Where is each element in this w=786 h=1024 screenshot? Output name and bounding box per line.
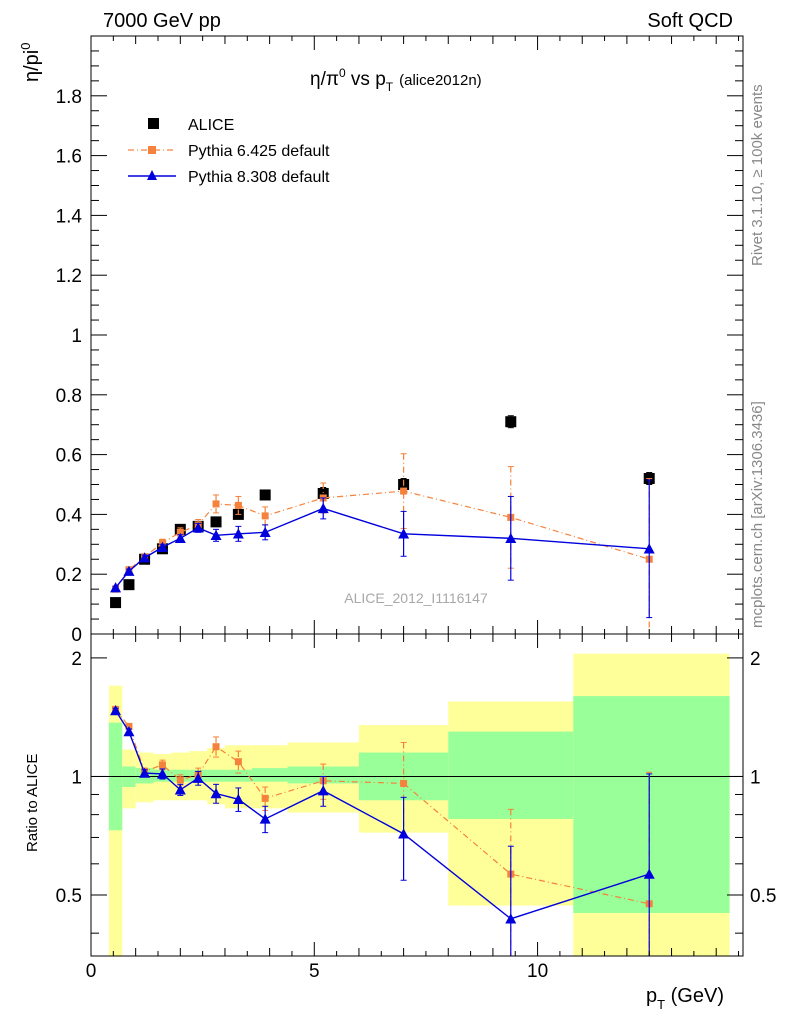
ratio-pythia8-point-4 bbox=[174, 784, 186, 795]
pythia8-point-7 bbox=[232, 528, 244, 539]
pythia8-point-8 bbox=[259, 526, 271, 538]
ratio-pythia6-point-6 bbox=[212, 743, 220, 751]
main-y-tick-label-8: 1.6 bbox=[56, 147, 82, 168]
legend-label-pythia6: Pythia 6.425 default bbox=[188, 143, 330, 160]
pythia6-point-4 bbox=[176, 528, 184, 536]
legend-marker-alice bbox=[148, 118, 159, 129]
ratio-pythia8-point-5 bbox=[192, 772, 204, 783]
main-y-tick-label-5: 1 bbox=[71, 326, 82, 347]
pythia6-point-7 bbox=[234, 501, 242, 509]
band-inner-9 bbox=[287, 766, 359, 784]
ratio-pythia8-point-9 bbox=[317, 785, 329, 796]
main-y-tick-label-0: 0 bbox=[71, 625, 82, 646]
ratio-bands bbox=[108, 653, 730, 956]
ratio-pythia8-point-11 bbox=[505, 913, 517, 924]
ratio-pythia8-point-3 bbox=[156, 768, 168, 779]
main-y-tick-label-6: 1.2 bbox=[56, 266, 82, 287]
side-text-rivet: Rivet 3.1.10, ≥ 100k events bbox=[749, 84, 766, 266]
pythia8-point-9 bbox=[317, 502, 329, 514]
pythia8-point-10 bbox=[398, 528, 410, 539]
ratio-y-tick-label-left-2: 2 bbox=[71, 649, 82, 670]
pythia8-point-11 bbox=[505, 532, 517, 543]
pythia8-line bbox=[115, 507, 650, 589]
ratio-pythia6-point-3 bbox=[158, 761, 166, 769]
legend-marker-pythia8 bbox=[147, 170, 157, 180]
side-text-mcplots: mcplots.cern.ch [arXiv:1306.3436] bbox=[749, 401, 766, 628]
ratio-pythia8-point-12 bbox=[643, 868, 655, 879]
x-tick-labels: 0 5 10 bbox=[86, 961, 548, 982]
pythia8-point-0 bbox=[110, 582, 122, 593]
main-y-tick-labels: 0 0.2 0.4 0.6 0.8 1 1.2 1.4 1.6 1.8 bbox=[56, 87, 83, 646]
pythia6-point-6 bbox=[212, 500, 220, 508]
watermark: ALICE_2012_I1116147 bbox=[344, 590, 488, 606]
ratio-pythia6-point-4 bbox=[176, 776, 184, 784]
header-left: 7000 GeV pp bbox=[103, 10, 221, 32]
band-inner-12 bbox=[573, 696, 730, 914]
ratio-pythia8-point-7 bbox=[232, 793, 244, 804]
pythia8-point-1 bbox=[123, 565, 135, 576]
y-axis-label-bottom: Ratio to ALICE bbox=[24, 754, 41, 852]
chart-title: η/π0 vs pT (alice2012n) bbox=[310, 66, 482, 94]
pythia6-point-8 bbox=[261, 512, 269, 520]
legend: ALICE Pythia 6.425 default Pythia 8.308 … bbox=[128, 117, 330, 186]
alice-point-9 bbox=[317, 487, 329, 499]
ratio-pythia8-point-0 bbox=[110, 705, 122, 716]
x-tick-label-10: 10 bbox=[527, 961, 548, 982]
ratio-pythia8-point-10 bbox=[398, 828, 410, 839]
ratio-y-tick-label-right-1: 1 bbox=[750, 767, 761, 788]
pythia8-point-2 bbox=[139, 552, 151, 563]
ratio-pythia6-point-10 bbox=[400, 779, 408, 787]
legend-label-pythia8: Pythia 8.308 default bbox=[188, 169, 330, 186]
ratio-y-tick-label-right-2: 2 bbox=[750, 649, 761, 670]
alice-point-6 bbox=[210, 516, 222, 528]
main-panel: 0 0.2 0.4 0.6 0.8 1 1.2 1.4 1.6 1.8 bbox=[56, 35, 744, 646]
pythia8-point-12 bbox=[643, 543, 655, 554]
pythia6-point-10 bbox=[400, 487, 408, 495]
y-axis-label-top: η/pi0 bbox=[18, 43, 43, 82]
ratio-pythia8-point-6 bbox=[210, 788, 222, 799]
band-inner-11 bbox=[448, 731, 574, 819]
band-inner-7 bbox=[224, 769, 252, 782]
alice-point-8 bbox=[259, 489, 271, 501]
pythia8-point-6 bbox=[210, 529, 222, 541]
pythia8-point-4 bbox=[174, 532, 186, 543]
main-y-tick-label-2: 0.4 bbox=[56, 505, 83, 526]
x-axis-label: pT (GeV) bbox=[646, 985, 724, 1012]
alice-point-0 bbox=[110, 597, 122, 609]
ratio-pythia8-point-1 bbox=[123, 726, 135, 737]
ratio-y-tick-label-left-0: 0.5 bbox=[56, 886, 82, 907]
band-inner-6 bbox=[207, 769, 225, 782]
ratio-y-tick-label-left-1: 1 bbox=[71, 767, 82, 788]
header-right: Soft QCD bbox=[647, 10, 733, 32]
main-marks bbox=[110, 415, 655, 635]
ratio-pythia8-point-2 bbox=[139, 767, 151, 778]
pythia8-point-3 bbox=[156, 541, 168, 552]
main-y-tick-label-4: 0.8 bbox=[56, 386, 82, 407]
ratio-y-tick-label-right-0: 0.5 bbox=[750, 886, 776, 907]
ratio-marks bbox=[110, 705, 655, 957]
ratio-ticks bbox=[90, 634, 743, 956]
alice-point-11 bbox=[505, 416, 517, 428]
ratio-y-tick-labels: 0.5 0.5 1 1 2 2 bbox=[56, 649, 777, 907]
ratio-panel: 0.5 0.5 1 1 2 2 bbox=[56, 633, 777, 957]
alice-point-1 bbox=[123, 579, 135, 591]
main-y-tick-label-1: 0.2 bbox=[56, 565, 82, 586]
pythia8-point-5 bbox=[192, 522, 204, 533]
legend-label-alice: ALICE bbox=[188, 117, 234, 134]
band-inner-8 bbox=[251, 768, 288, 782]
main-y-tick-label-3: 0.6 bbox=[56, 446, 82, 467]
pythia6-line bbox=[115, 490, 650, 590]
x-tick-label-5: 5 bbox=[309, 961, 320, 982]
main-y-tick-label-7: 1.4 bbox=[56, 206, 83, 227]
x-tick-label-0: 0 bbox=[86, 961, 97, 982]
ratio-pythia8-point-8 bbox=[259, 813, 271, 824]
legend-marker-pythia6 bbox=[148, 146, 156, 154]
ratio-frame bbox=[90, 633, 744, 957]
ratio-pythia6-point-8 bbox=[261, 794, 269, 802]
main-y-tick-label-9: 1.8 bbox=[56, 87, 82, 108]
ratio-pythia6-point-7 bbox=[234, 758, 242, 766]
